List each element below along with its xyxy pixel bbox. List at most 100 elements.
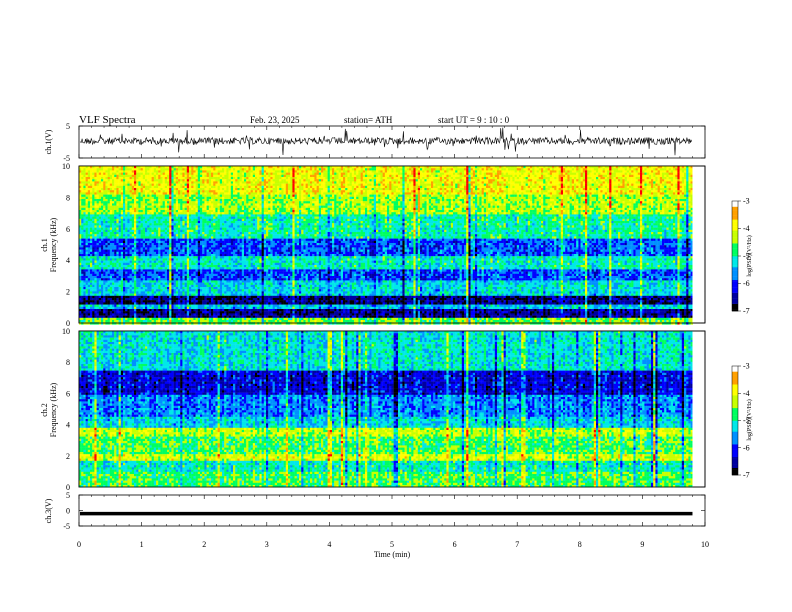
ch1-spectrogram-cell xyxy=(251,201,253,203)
ch1-spectrogram-cell xyxy=(270,188,272,190)
ch1-spectrogram-cell xyxy=(356,199,358,201)
ch1-spectrogram-cell xyxy=(532,188,534,190)
ch1-spectrogram-cell xyxy=(497,175,499,177)
ch1-spectrogram-cell xyxy=(598,177,600,179)
ch1-spectrogram-cell xyxy=(152,192,154,194)
ch1-spectrogram-cell xyxy=(284,175,286,177)
ch1-spectrogram-cell xyxy=(90,175,92,177)
ch1-spectrogram-cell xyxy=(356,173,358,175)
ch1-spectrogram-cell xyxy=(658,195,660,197)
ch1-spectrogram-cell xyxy=(347,188,349,190)
ch1-spectrogram-cell xyxy=(618,179,620,181)
ch1-spectrogram-cell xyxy=(493,188,495,190)
ch1-spectrogram-cell xyxy=(629,173,631,175)
ch1-spectrogram-cell xyxy=(385,181,387,183)
ch1-spectrogram-cell xyxy=(466,190,468,192)
ch1-spectrogram-cell xyxy=(631,190,633,192)
ch1-spectrogram-cell xyxy=(319,168,321,170)
ch1-spectrogram-cell xyxy=(209,173,211,175)
ch1-spectrogram-cell xyxy=(642,170,644,172)
ch1-spectrogram-cell xyxy=(462,186,464,188)
ch1-spectrogram-cell xyxy=(636,170,638,172)
ch1-spectrogram-cell xyxy=(196,184,198,186)
ch1-spectrogram-cell xyxy=(244,170,246,172)
ch1-spectrogram-cell xyxy=(565,201,567,203)
ch1-spectrogram-cell xyxy=(552,197,554,199)
ch1-spectrogram-cell xyxy=(160,168,162,170)
ch1-spectrogram-cell xyxy=(578,181,580,183)
ch1-spectrogram-cell xyxy=(405,170,407,172)
ch1-spectrogram-cell xyxy=(191,177,193,179)
ch1-spectrogram-cell xyxy=(495,197,497,199)
ch1-spectrogram-cell xyxy=(92,195,94,197)
ch1-spectrogram-cell xyxy=(545,188,547,190)
ch1-spectrogram-cell xyxy=(141,199,143,201)
ch1-spectrogram-cell xyxy=(299,173,301,175)
ch1-spectrogram-cell xyxy=(121,192,123,194)
ch1-spectrogram-cell xyxy=(545,179,547,181)
ch1-spectrogram-cell xyxy=(345,175,347,177)
ch1-waveform-ytick-label: 5 xyxy=(66,122,70,131)
ch1-spectrogram-cell xyxy=(517,188,519,190)
ch1-spectrogram-cell xyxy=(343,179,345,181)
ch1-spectrogram-cell xyxy=(424,201,426,203)
ch1-spectrogram-cell xyxy=(532,179,534,181)
ch1-spectrogram-cell xyxy=(292,197,294,199)
ch1-spectrogram-cell xyxy=(429,186,431,188)
ch1-spectrogram-cell xyxy=(435,190,437,192)
ch1-spectrogram-cell xyxy=(675,188,677,190)
ch1-spectrogram-cell xyxy=(277,179,279,181)
ch1-spectrogram-cell xyxy=(572,186,574,188)
ch1-spectrogram-cell xyxy=(253,179,255,181)
ch1-spectrogram-cell xyxy=(83,192,85,194)
ch1-spectrogram-cell xyxy=(218,190,220,192)
ch1-spectrogram-cell xyxy=(598,188,600,190)
ch1-spectrogram-cell xyxy=(330,201,332,203)
ch1-spectrogram-cell xyxy=(444,173,446,175)
ch1-spectrogram-cell xyxy=(501,197,503,199)
ch1-spectrogram-cell xyxy=(387,186,389,188)
ch1-spectrogram-cell xyxy=(99,168,101,170)
ch1-spectrogram-cell xyxy=(396,195,398,197)
ch1-spectrogram-cell xyxy=(301,177,303,179)
ch1-spectrogram-cell xyxy=(180,197,182,199)
ch1-spectrogram-cell xyxy=(539,186,541,188)
ch1-spectrogram-cell xyxy=(325,192,327,194)
ch1-spectrogram-cell xyxy=(671,177,673,179)
ch1-spectrogram-cell xyxy=(167,170,169,172)
ch1-spectrogram-cell xyxy=(402,195,404,197)
ch1-spectrogram-cell xyxy=(622,195,624,197)
ch1-spectrogram-cell xyxy=(160,170,162,172)
ch1-spectrogram-cell xyxy=(198,179,200,181)
ch1-spectrogram-cell xyxy=(240,186,242,188)
ch1-spectrogram-cell xyxy=(169,173,171,175)
ch1-spectrogram-cell xyxy=(204,181,206,183)
ch1-spectrogram-cell xyxy=(572,188,574,190)
ch1-spectrogram-cell xyxy=(123,197,125,199)
ch1-spectrogram-cell xyxy=(534,179,536,181)
ch1-spectrogram-cell xyxy=(308,179,310,181)
ch1-spectrogram-cell xyxy=(387,175,389,177)
ch1-spectrogram-cell xyxy=(127,199,129,201)
ch1-spectrogram-cell xyxy=(383,168,385,170)
ch1-spectrogram-cell xyxy=(638,188,640,190)
ch1-spectrogram-cell xyxy=(431,197,433,199)
ch1-spectrogram-cell xyxy=(99,186,101,188)
ch1-spectrogram-cell xyxy=(367,201,369,203)
ch1-spectrogram-cell xyxy=(451,175,453,177)
ch1-spectrogram-cell xyxy=(620,177,622,179)
ch1-spectrogram-cell xyxy=(508,181,510,183)
ch1-spectrogram-cell xyxy=(534,173,536,175)
ch1-spectrogram-cell xyxy=(477,190,479,192)
ch1-spectrogram-cell xyxy=(658,175,660,177)
ch1-spectrogram-cell xyxy=(515,197,517,199)
ch1-spectrogram-cell xyxy=(660,201,662,203)
ch1-spectrogram-cell xyxy=(497,186,499,188)
ch1-spectrogram-cell xyxy=(321,186,323,188)
ch1-spectrogram-cell xyxy=(484,199,486,201)
ch1-spectrogram-cell xyxy=(649,199,651,201)
ch1-spectrogram-cell xyxy=(108,179,110,181)
ch1-spectrogram-cell xyxy=(163,175,165,177)
ch1-spectrogram-cell xyxy=(589,175,591,177)
ch1-spectrogram-cell xyxy=(244,181,246,183)
